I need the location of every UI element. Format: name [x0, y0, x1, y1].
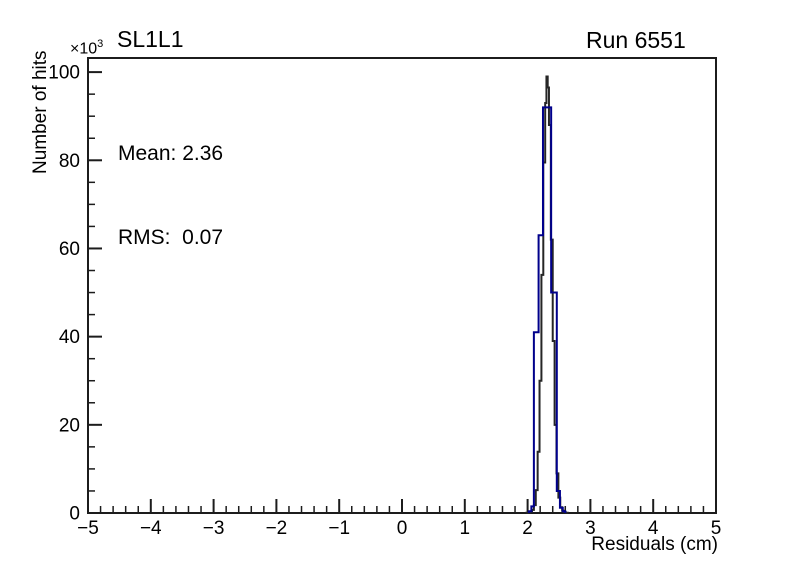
x-tick-label: −4 [140, 518, 162, 539]
y-tick-label: 20 [59, 415, 80, 436]
x-tick-label: 2 [522, 518, 533, 539]
x-tick-label: −2 [266, 518, 288, 539]
residuals-histogram-path [527, 106, 567, 513]
x-tick-label: −1 [328, 518, 350, 539]
stats-box: Mean: 2.36 RMS: 0.07 [118, 84, 223, 308]
y-axis-title: Number of hits [30, 50, 51, 174]
run-number-label: Run 6551 [586, 27, 686, 53]
y-tick-label: 40 [59, 327, 80, 348]
y-tick-label: 100 [48, 63, 80, 84]
y-axis-multiplier: ×103 [70, 38, 103, 58]
x-tick-label: 3 [585, 518, 596, 539]
fit-histogram-path [525, 75, 569, 514]
x-tick-label: −5 [77, 518, 99, 539]
y-tick-label: 0 [69, 504, 80, 525]
x-tick-label: 4 [648, 518, 659, 539]
x-tick-label: 1 [460, 518, 471, 539]
x-axis-title: Residuals (cm) [591, 534, 718, 555]
page-title: SL1L1 [117, 26, 184, 52]
stats-rms: RMS: 0.07 [118, 226, 224, 249]
x-tick-label: 0 [397, 518, 408, 539]
x-tick-label: 5 [711, 518, 722, 539]
y-axis-multiplier-exponent: 3 [97, 38, 104, 50]
x-tick-label: −3 [203, 518, 225, 539]
y-tick-label: 80 [59, 151, 80, 172]
stats-mean: Mean: 2.36 [118, 142, 224, 165]
y-axis-multiplier-base: ×10 [70, 40, 98, 58]
y-tick-label: 60 [59, 239, 80, 260]
